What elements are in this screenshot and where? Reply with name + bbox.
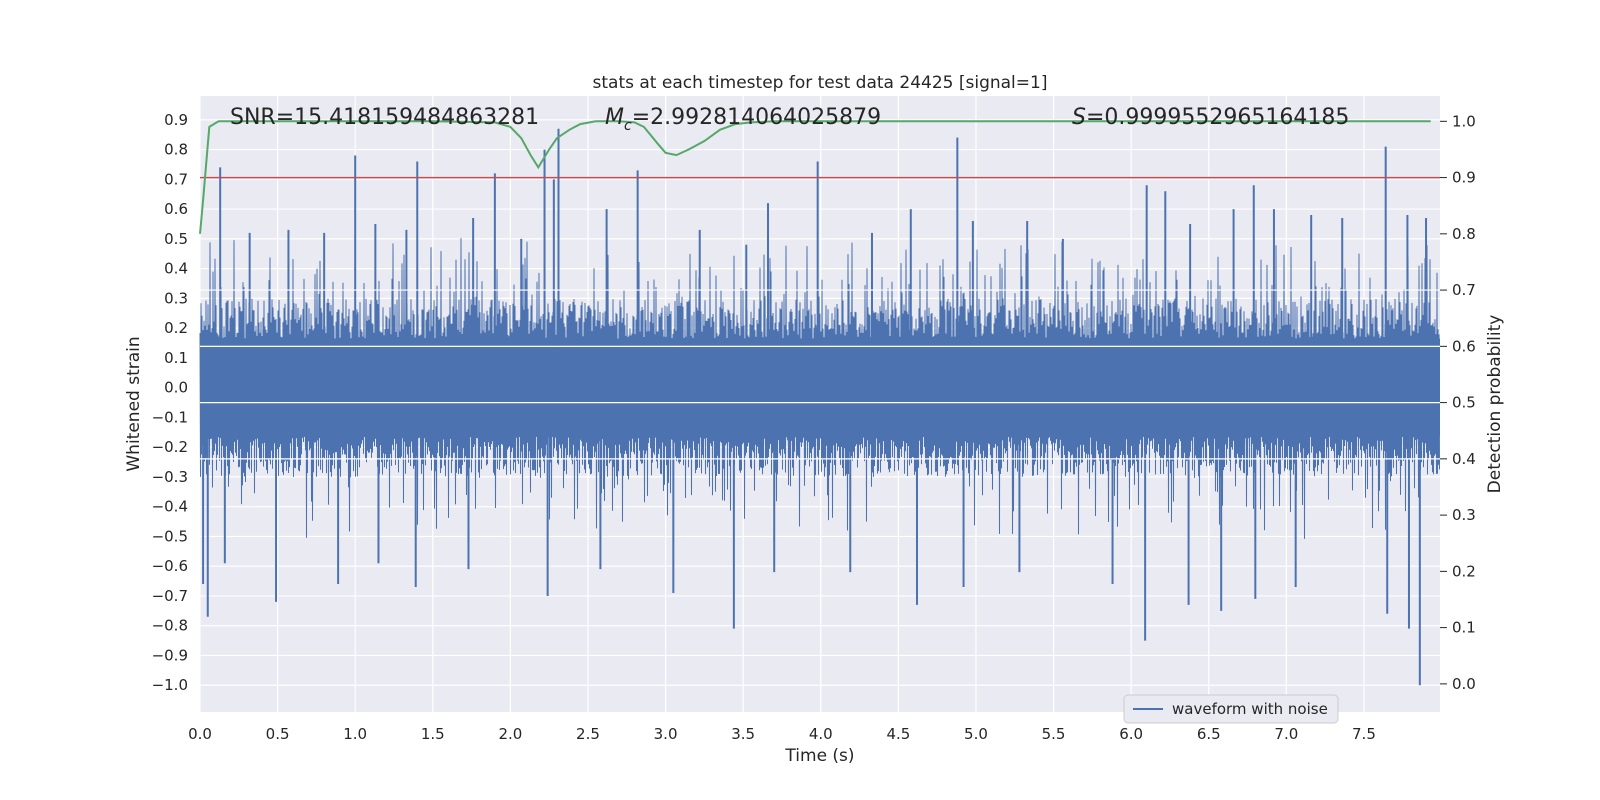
y-left-tick-label: −0.5 xyxy=(152,527,188,545)
x-axis-ticks: 0.0 0.5 1.0 1.5 2.0 2.5 3.0 3.5 4.0 4.5 5.0 5.5 6.0 6… xyxy=(188,725,1376,743)
y-axis-left-ticks: 0.9 0.8 0.7 0.6 0.5 0.4 0.3 0.2 0.1 0.0 −0.1 −0.2 −0… xyxy=(152,111,188,694)
legend-label: waveform with noise xyxy=(1172,700,1328,718)
legend-box xyxy=(1123,694,1339,724)
y-left-tick-label: −0.1 xyxy=(152,408,188,426)
y-left-tick-label: 0.9 xyxy=(164,111,188,129)
y-left-tick-label: −0.3 xyxy=(152,468,188,486)
y-left-tick-label: −0.6 xyxy=(152,557,188,575)
chart-title: stats at each timestep for test data 244… xyxy=(593,73,1048,93)
y-left-tick-label: 0.3 xyxy=(164,289,188,307)
x-tick-label: 3.5 xyxy=(731,725,755,743)
x-tick-label: 0.0 xyxy=(188,725,212,743)
x-tick-label: 6.0 xyxy=(1119,725,1143,743)
y-right-tick-label: 0.8 xyxy=(1452,225,1476,243)
y-right-tick-label: 0.0 xyxy=(1452,675,1476,693)
score-symbol: S xyxy=(1072,105,1086,130)
y-right-tick-label: 0.1 xyxy=(1452,619,1476,637)
x-tick-label: 5.5 xyxy=(1042,725,1066,743)
y-right-tick-label: 1.0 xyxy=(1452,112,1476,130)
waveform-series xyxy=(199,128,1440,686)
x-tick-label: 0.5 xyxy=(266,725,290,743)
snr-annotation: SNR=15.418159484863281 xyxy=(230,105,539,130)
y-left-tick-label: 0.5 xyxy=(164,230,188,248)
y-axis-right-label: Detection probability xyxy=(1485,315,1505,494)
x-tick-label: 2.0 xyxy=(498,725,522,743)
y-left-tick-label: 0.0 xyxy=(164,379,188,397)
y-right-tick-label: 0.9 xyxy=(1452,169,1476,187)
x-tick-label: 7.5 xyxy=(1352,725,1376,743)
x-tick-label: 6.5 xyxy=(1197,725,1221,743)
score-annotation: S=0.9999552965164185 xyxy=(1072,105,1349,130)
x-tick-label: 1.5 xyxy=(421,725,445,743)
y-left-tick-label: 0.1 xyxy=(164,349,188,367)
y-right-tick-label: 0.5 xyxy=(1452,394,1476,412)
y-left-tick-label: −0.9 xyxy=(152,646,188,664)
y-right-tick-label: 0.2 xyxy=(1452,562,1476,580)
legend: waveform with noise xyxy=(1123,694,1339,724)
detection-probability-line xyxy=(199,120,1431,234)
y-left-tick-label: −0.7 xyxy=(152,587,188,605)
y-left-tick-label: 0.4 xyxy=(164,260,188,278)
y-left-tick-label: 0.2 xyxy=(164,319,188,337)
x-tick-label: 1.0 xyxy=(343,725,367,743)
chirp-mass-symbol: M xyxy=(605,105,624,130)
x-tick-label: 4.5 xyxy=(886,725,910,743)
x-tick-label: 4.0 xyxy=(809,725,833,743)
y-left-tick-label: 0.6 xyxy=(164,200,188,218)
x-tick-label: 7.0 xyxy=(1274,725,1298,743)
y-left-tick-label: −0.2 xyxy=(152,438,188,456)
y-right-tick-label: 0.3 xyxy=(1452,506,1476,524)
chirp-mass-value: =2.992814064025879 xyxy=(632,105,881,130)
y-left-tick-label: −0.8 xyxy=(152,617,188,635)
y-left-tick-label: 0.7 xyxy=(164,170,188,188)
y-axis-right-ticks: 1.0 0.9 0.8 0.7 0.6 0.5 0.4 0.3 0.2 0.1 0.0 xyxy=(1440,112,1476,693)
chirp-mass-subscript: c xyxy=(624,118,632,134)
score-value: =0.9999552965164185 xyxy=(1086,105,1349,130)
y-right-tick-label: 0.7 xyxy=(1452,281,1476,299)
y-left-tick-label: 0.8 xyxy=(164,141,188,159)
x-tick-label: 5.0 xyxy=(964,725,988,743)
chirp-mass-annotation: Mc=2.992814064025879 xyxy=(605,105,881,134)
x-tick-label: 2.5 xyxy=(576,725,600,743)
y-right-tick-label: 0.4 xyxy=(1452,450,1476,468)
y-axis-left-label: Whitened strain xyxy=(124,336,144,471)
x-tick-label: 3.0 xyxy=(654,725,678,743)
y-left-tick-label: −0.4 xyxy=(152,498,188,516)
y-left-tick-label: −1.0 xyxy=(152,676,188,694)
x-axis-label: Time (s) xyxy=(784,746,854,766)
y-right-tick-label: 0.6 xyxy=(1452,337,1476,355)
